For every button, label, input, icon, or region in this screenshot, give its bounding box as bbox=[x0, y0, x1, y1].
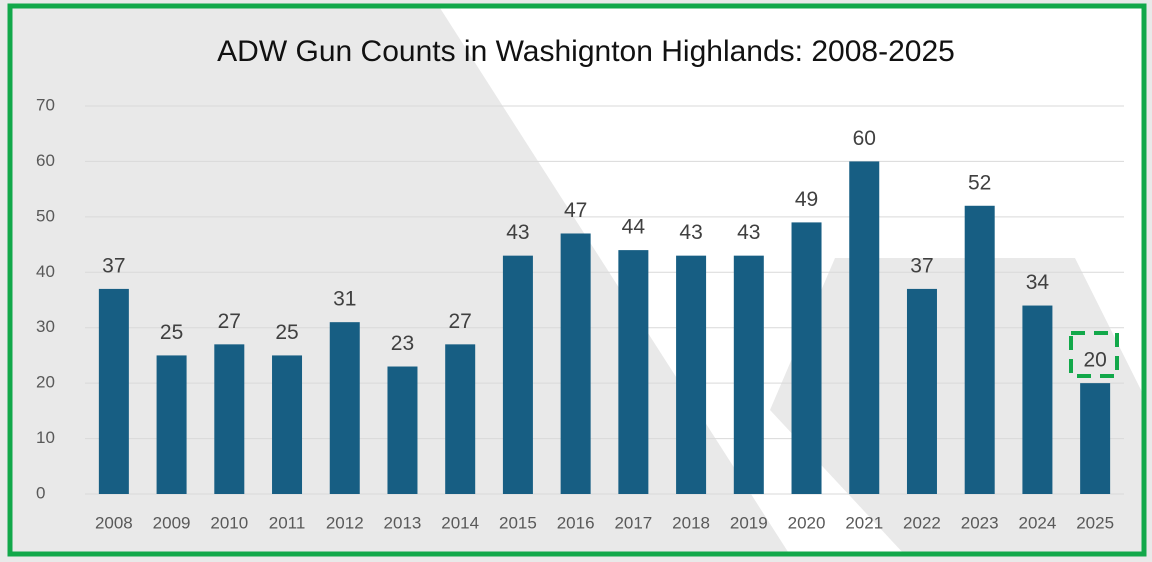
x-tick-label: 2019 bbox=[730, 513, 768, 532]
data-label: 37 bbox=[910, 254, 933, 277]
data-label: 34 bbox=[1026, 271, 1050, 294]
bar bbox=[329, 322, 360, 494]
data-label: 47 bbox=[564, 199, 587, 222]
bar bbox=[156, 355, 187, 494]
data-label: 43 bbox=[737, 221, 760, 244]
y-tick-label: 30 bbox=[36, 317, 55, 336]
bar bbox=[676, 255, 707, 494]
bar bbox=[618, 250, 649, 494]
data-label: 49 bbox=[795, 188, 818, 211]
data-label: 27 bbox=[449, 310, 472, 333]
x-tick-label: 2011 bbox=[269, 513, 306, 532]
data-label: 23 bbox=[391, 332, 414, 355]
data-label: 60 bbox=[853, 127, 876, 150]
x-tick-label: 2025 bbox=[1076, 513, 1114, 532]
data-label: 20 bbox=[1083, 349, 1106, 372]
frame bbox=[7, 3, 1147, 557]
bar bbox=[791, 222, 822, 494]
bar bbox=[445, 344, 476, 494]
y-tick-label: 60 bbox=[36, 151, 55, 170]
x-tick-label: 2014 bbox=[441, 513, 479, 532]
chart-title: ADW Gun Counts in Washignton Highlands: … bbox=[217, 35, 955, 68]
x-tick-label: 2010 bbox=[210, 513, 248, 532]
x-tick-label: 2021 bbox=[845, 513, 883, 532]
y-tick-label: 0 bbox=[36, 483, 45, 502]
y-tick-label: 40 bbox=[36, 262, 55, 281]
y-tick-label: 70 bbox=[36, 95, 55, 114]
plot: 0 10 20 30 40 50 60 70 2008 37 2009 25 2010 27 2011 25 2… bbox=[36, 95, 1124, 532]
data-label: 52 bbox=[968, 171, 991, 194]
bar bbox=[272, 355, 303, 494]
data-label: 43 bbox=[679, 221, 702, 244]
bar bbox=[1080, 383, 1111, 494]
bar bbox=[502, 255, 533, 494]
x-tick-label: 2008 bbox=[95, 513, 133, 532]
data-label: 25 bbox=[275, 321, 298, 344]
bar bbox=[98, 288, 129, 494]
data-label: 37 bbox=[102, 254, 125, 277]
x-tick-label: 2009 bbox=[153, 513, 191, 532]
y-tick-label: 10 bbox=[36, 428, 55, 447]
data-label: 27 bbox=[218, 310, 241, 333]
x-tick-label: 2018 bbox=[672, 513, 710, 532]
bar bbox=[1022, 305, 1053, 494]
x-tick-label: 2022 bbox=[903, 513, 941, 532]
data-label: 31 bbox=[333, 288, 356, 311]
bar bbox=[964, 205, 995, 494]
data-label: 25 bbox=[160, 321, 183, 344]
bar bbox=[560, 233, 591, 494]
bar bbox=[906, 288, 937, 494]
bar bbox=[733, 255, 764, 494]
x-tick-label: 2017 bbox=[614, 513, 652, 532]
x-tick-label: 2012 bbox=[326, 513, 364, 532]
y-tick-label: 20 bbox=[36, 373, 55, 392]
bar bbox=[387, 366, 418, 494]
x-tick-label: 2015 bbox=[499, 513, 537, 532]
x-tick-label: 2020 bbox=[788, 513, 826, 532]
data-label: 44 bbox=[622, 216, 646, 239]
y-tick-label: 50 bbox=[36, 206, 55, 225]
x-tick-label: 2023 bbox=[961, 513, 999, 532]
bar bbox=[849, 161, 880, 494]
data-label: 43 bbox=[506, 221, 529, 244]
highlight-box bbox=[1069, 331, 1119, 378]
x-tick-label: 2013 bbox=[384, 513, 422, 532]
bar bbox=[214, 344, 245, 494]
x-tick-label: 2016 bbox=[557, 513, 595, 532]
x-tick-label: 2024 bbox=[1019, 513, 1057, 532]
